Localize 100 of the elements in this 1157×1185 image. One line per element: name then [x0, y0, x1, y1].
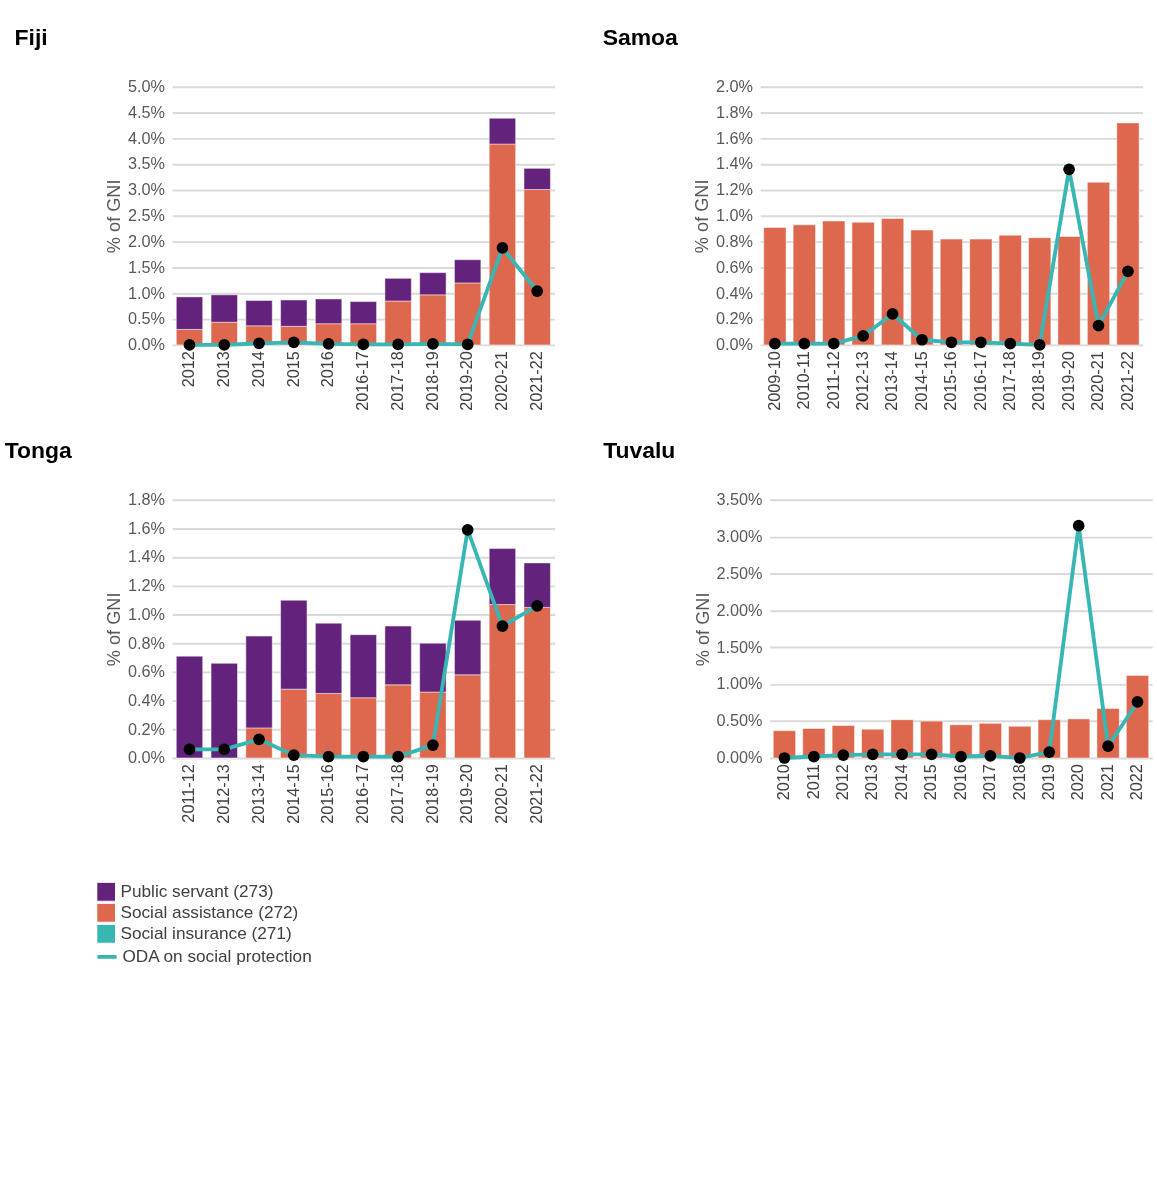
x-tick-label: 2016	[318, 351, 337, 388]
x-tick-label: 2016-17	[353, 351, 372, 411]
y-tick-label: 0.0%	[127, 748, 165, 767]
x-tick-label: 2013	[862, 764, 881, 801]
bar	[881, 218, 904, 346]
chart-title: Tuvalu	[603, 436, 676, 463]
legend-label: Public servant (273)	[120, 880, 274, 901]
x-tick-label: 2019	[1039, 764, 1058, 801]
y-tick-label: 0.4%	[715, 283, 754, 302]
x-tick-label: 2012-13	[852, 351, 871, 411]
y-tick-label: 3.5%	[127, 154, 165, 173]
x-tick-label: 2017-18	[387, 351, 406, 411]
bar	[210, 663, 238, 759]
x-tick-label: 2014	[248, 351, 267, 388]
y-tick-label: 2.50%	[716, 563, 763, 582]
x-tick-label: 2016	[950, 764, 969, 801]
y-tick-label: 1.0%	[127, 283, 165, 302]
bar	[763, 227, 787, 346]
y-tick-label: 5.0%	[127, 77, 165, 96]
x-tick-label: 2017	[980, 764, 999, 801]
x-tick-label: 2020	[1068, 764, 1087, 801]
bar	[1057, 236, 1081, 346]
x-tick-label: 2020-21	[492, 764, 511, 824]
x-tick-label: 2021-22	[526, 351, 545, 411]
y-tick-label: 1.6%	[127, 518, 165, 537]
x-tick-label: 2015	[921, 764, 940, 801]
x-tick-label: 2013	[214, 351, 233, 388]
y-tick-label: 3.50%	[716, 490, 763, 509]
y-axis-title: % of GNI	[104, 592, 125, 667]
x-tick-label: 2014-15	[283, 764, 302, 824]
bar	[1067, 718, 1091, 759]
x-tick-label: 2011	[803, 764, 822, 800]
x-tick-label: 2020-21	[1088, 351, 1107, 411]
y-tick-label: 0.4%	[127, 690, 165, 709]
y-tick-label: 0.5%	[127, 309, 165, 328]
x-tick-label: 2016-17	[970, 351, 989, 411]
y-tick-label: 1.5%	[127, 257, 165, 276]
x-tick-label: 2018-19	[422, 764, 441, 824]
y-tick-label: 1.0%	[127, 604, 165, 623]
y-tick-label: 2.00%	[716, 600, 763, 619]
x-tick-label: 2021-22	[1117, 351, 1136, 411]
x-tick-label: 2010	[774, 764, 793, 801]
y-tick-label: 0.50%	[716, 711, 763, 730]
x-tick-label: 2021	[1097, 764, 1116, 801]
x-tick-label: 2013-14	[248, 764, 267, 824]
x-tick-label: 2020-21	[492, 351, 511, 411]
bar	[998, 234, 1022, 346]
x-tick-label: 2016-17	[353, 764, 372, 824]
x-tick-label: 2012	[179, 351, 198, 388]
bar	[176, 655, 203, 759]
y-axis-title: % of GNI	[692, 592, 713, 667]
y-tick-label: 0.00%	[716, 748, 763, 767]
y-tick-label: 0.0%	[127, 335, 165, 354]
y-tick-label: 1.8%	[715, 102, 754, 121]
bar	[940, 238, 963, 346]
y-tick-label: 0.0%	[715, 335, 754, 354]
x-tick-label: 2010-11	[794, 351, 813, 410]
x-tick-label: 2017-18	[1000, 351, 1019, 411]
y-tick-label: 1.2%	[127, 576, 165, 595]
y-tick-label: 1.50%	[716, 637, 763, 656]
legend-label: ODA on social protection	[122, 945, 312, 966]
x-tick-label: 2015	[283, 351, 302, 388]
y-tick-label: 1.8%	[127, 490, 165, 509]
chart-title: Fiji	[14, 23, 48, 50]
y-tick-label: 0.8%	[127, 633, 165, 652]
y-tick-label: 0.6%	[715, 257, 754, 276]
y-tick-label: 2.5%	[127, 206, 165, 225]
bar	[910, 229, 934, 346]
y-tick-label: 0.6%	[127, 662, 165, 681]
bar	[1116, 122, 1140, 346]
x-tick-label: 2018	[1009, 764, 1028, 801]
y-tick-label: 1.00%	[716, 674, 763, 693]
bar	[851, 222, 875, 346]
x-tick-label: 2018-19	[422, 351, 441, 411]
x-tick-label: 2015-16	[941, 351, 960, 411]
y-tick-label: 0.2%	[127, 719, 165, 738]
y-tick-label: 1.6%	[715, 128, 754, 147]
y-tick-label: 1.4%	[127, 547, 165, 566]
x-tick-label: 2019-20	[1058, 351, 1077, 411]
bar	[1126, 675, 1149, 759]
x-tick-label: 2012-13	[214, 764, 233, 824]
x-tick-label: 2011-12	[179, 764, 198, 823]
y-tick-label: 2.0%	[127, 231, 165, 250]
x-tick-label: 2014-15	[911, 351, 930, 411]
x-tick-label: 2019-20	[457, 764, 476, 824]
legend-label: Social insurance (271)	[120, 922, 292, 943]
bar	[822, 220, 846, 346]
bar	[773, 730, 796, 759]
legend-label: Social assistance (272)	[120, 901, 299, 922]
y-axis-title: % of GNI	[104, 179, 125, 254]
y-tick-label: 0.2%	[715, 309, 754, 328]
x-tick-label: 2015-16	[318, 764, 337, 824]
x-tick-label: 2013-14	[882, 351, 901, 411]
x-tick-label: 2018-19	[1029, 351, 1048, 411]
x-tick-label: 2014	[891, 764, 910, 801]
x-tick-label: 2012	[833, 764, 852, 801]
y-tick-label: 3.0%	[127, 180, 165, 199]
y-axis-title: % of GNI	[692, 179, 713, 254]
x-tick-label: 2019-20	[457, 351, 476, 411]
y-tick-label: 4.5%	[127, 102, 165, 121]
